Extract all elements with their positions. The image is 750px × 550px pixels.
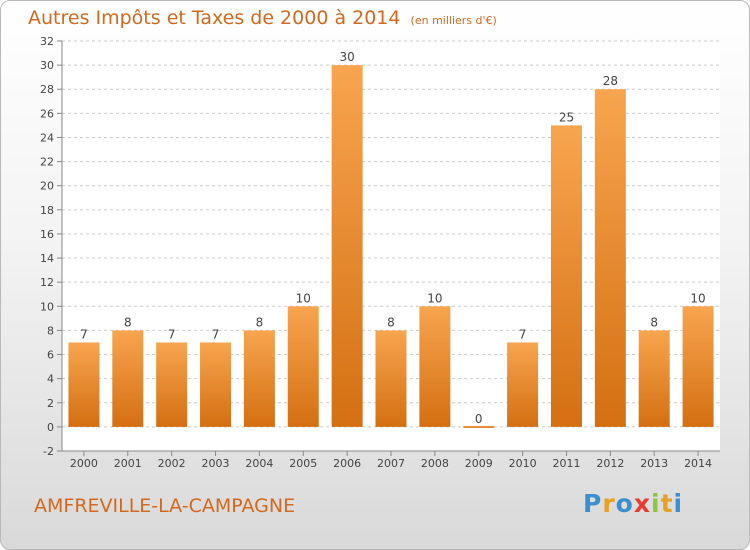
bar-2004 [243,330,275,427]
bar-2009 [463,425,495,428]
data-label-2014: 10 [690,291,705,305]
y-tick-label: 4 [47,373,54,386]
logo-letter: i [673,489,684,518]
data-label-2008: 10 [427,291,442,305]
chart-title: Autres Impôts et Taxes de 2000 à 2014 (e… [28,7,497,29]
x-tick-label-2007: 2007 [377,457,405,470]
data-label-2005: 10 [296,291,311,305]
x-tick-label-2004: 2004 [245,457,273,470]
x-tick-label-2003: 2003 [202,457,230,470]
bar-2006 [331,65,363,427]
y-tick-label: -2 [43,445,54,458]
y-tick-label: 6 [47,349,54,362]
proxiti-logo: Proxiti [583,489,683,518]
y-tick-label: 22 [40,156,54,169]
data-label-2012: 28 [603,74,618,88]
data-label-2004: 8 [256,315,264,329]
data-label-2003: 7 [212,327,220,341]
y-tick-label: 32 [40,35,54,48]
logo-letter: t [660,489,674,518]
y-tick-label: 24 [40,131,54,144]
x-tick-label-2010: 2010 [509,457,537,470]
bar-2008 [419,306,451,427]
x-tick-label-2008: 2008 [421,457,449,470]
bar-2000 [68,342,100,427]
y-tick-label: 28 [40,83,54,96]
bar-2003 [200,342,232,427]
data-label-2002: 7 [168,327,176,341]
x-tick-label-2000: 2000 [70,457,98,470]
data-label-2001: 8 [124,315,132,329]
bar-2007 [375,330,407,427]
data-label-2009: 0 [475,412,483,426]
data-label-2006: 30 [339,50,354,64]
x-tick-label-2014: 2014 [684,457,712,470]
bar-2012 [594,89,626,427]
x-tick-label-2006: 2006 [333,457,361,470]
x-tick-label-2009: 2009 [465,457,493,470]
y-tick-label: 12 [40,276,54,289]
data-label-2000: 7 [80,327,88,341]
data-label-2007: 8 [387,315,395,329]
logo-letter: P [583,489,603,518]
x-tick-label-2013: 2013 [640,457,668,470]
y-tick-label: 14 [40,252,54,265]
chart-title-text: Autres Impôts et Taxes de 2000 à 2014 [28,7,401,29]
x-tick-label-2005: 2005 [289,457,317,470]
y-tick-label: 16 [40,228,54,241]
y-tick-label: 26 [40,107,54,120]
y-tick-label: 30 [40,59,54,72]
y-tick-label: 8 [47,324,54,337]
y-tick-label: 2 [47,397,54,410]
y-tick-label: 20 [40,180,54,193]
x-tick-label-2002: 2002 [158,457,186,470]
bar-2001 [112,330,144,427]
logo-letter: x [633,489,651,518]
bar-2002 [156,342,188,427]
data-label-2011: 25 [559,110,574,124]
logo-letter: i [651,489,661,518]
bar-2014 [682,306,714,427]
city-name: AMFREVILLE-LA-CAMPAGNE [34,495,296,517]
data-label-2010: 7 [519,327,527,341]
chart-subtitle: (en milliers d'€) [410,14,497,27]
logo-letter: r [602,489,616,518]
bar-2013 [638,330,670,427]
y-tick-label: 18 [40,204,54,217]
bar-2011 [550,125,582,427]
y-tick-label: 10 [40,300,54,313]
x-tick-label-2001: 2001 [114,457,142,470]
bar-2010 [507,342,539,427]
logo-letter: o [615,489,634,518]
y-tick-label: 0 [47,421,54,434]
x-tick-label-2011: 2011 [552,457,580,470]
x-tick-label-2012: 2012 [596,457,624,470]
data-label-2013: 8 [650,315,658,329]
bar-2005 [287,306,319,427]
